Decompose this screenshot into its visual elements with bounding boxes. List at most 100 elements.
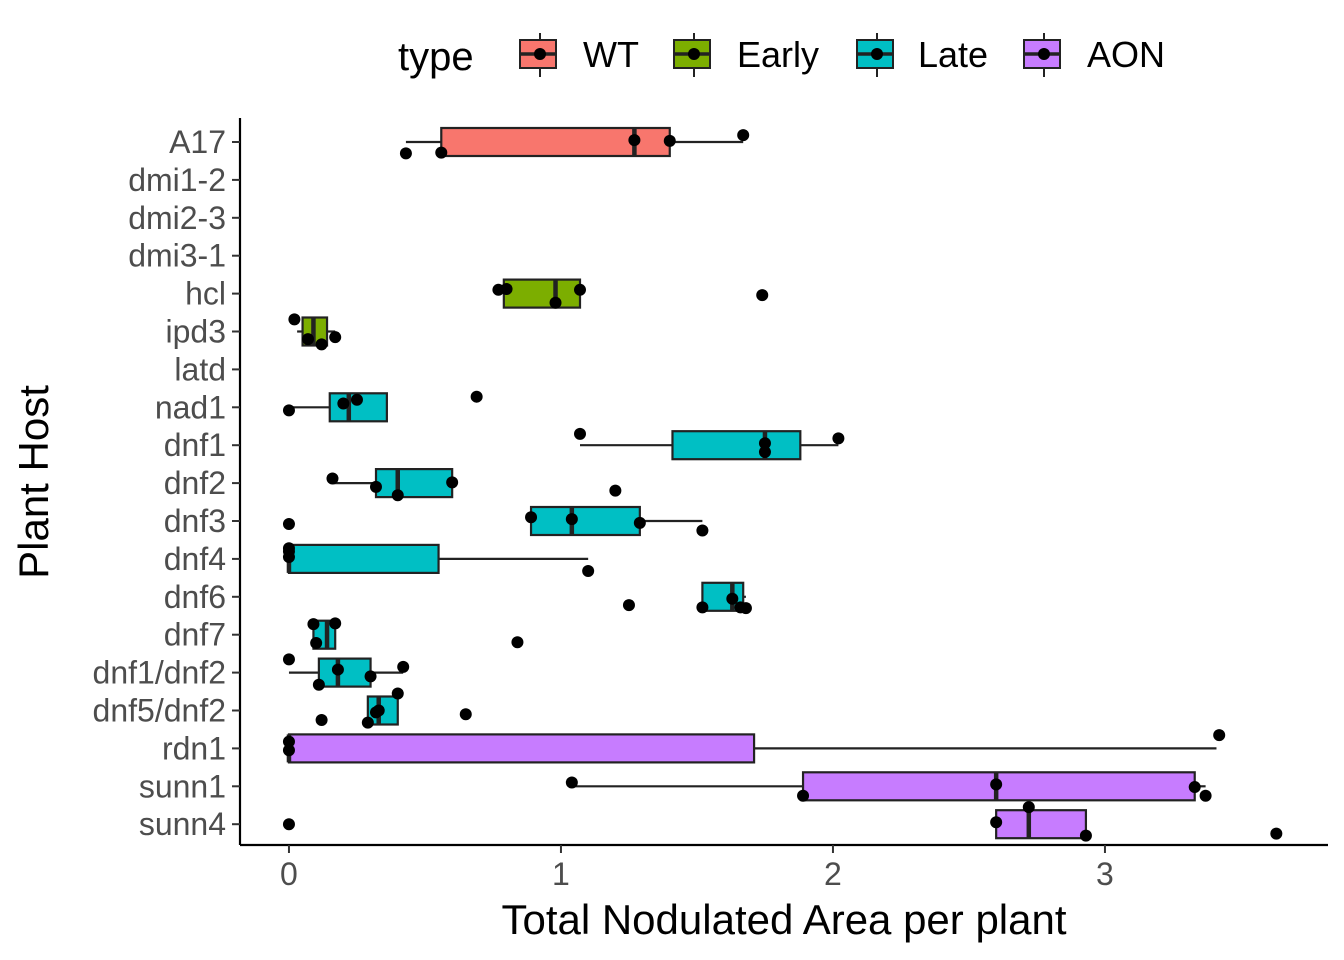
y-tick-label: dnf5/dnf2	[93, 693, 226, 729]
y-tick-label: dmi2-3	[128, 200, 226, 236]
legend-key-point	[1038, 48, 1050, 60]
data-point	[350, 393, 363, 406]
legend-key-early	[673, 33, 711, 77]
data-point	[628, 134, 641, 147]
data-point	[1213, 729, 1226, 742]
data-point	[315, 338, 328, 351]
data-point	[302, 333, 314, 346]
data-point	[329, 617, 342, 630]
data-point	[737, 129, 750, 142]
data-point	[549, 296, 562, 309]
box-rect	[374, 468, 454, 499]
y-tick-label: rdn1	[162, 730, 226, 766]
data-point	[312, 678, 325, 691]
data-point	[337, 397, 350, 410]
y-tick-label: dnf7	[164, 617, 226, 653]
data-point	[282, 735, 295, 748]
data-point	[282, 551, 295, 564]
legend-key-point	[871, 48, 883, 60]
data-point	[391, 489, 404, 502]
data-point	[361, 716, 374, 729]
data-point	[511, 636, 524, 649]
x-tick-label: 2	[824, 856, 842, 892]
data-point	[565, 776, 578, 789]
data-point	[310, 637, 323, 650]
y-tick-label: dmi3-1	[128, 238, 226, 274]
data-point	[1270, 827, 1283, 840]
box-rect	[502, 278, 582, 309]
legend-key-point	[534, 48, 546, 60]
data-point	[307, 618, 320, 631]
y-tick-label: sunn4	[139, 806, 226, 842]
data-point	[364, 670, 377, 683]
data-point	[990, 816, 1003, 829]
legend-label-early: Early	[737, 34, 819, 75]
legend-label-late: Late	[918, 34, 988, 75]
data-point	[500, 283, 513, 296]
legend-label-aon: AON	[1087, 34, 1165, 75]
data-point	[758, 446, 771, 459]
x-axis-title: Total Nodulated Area per plant	[501, 896, 1066, 943]
data-point	[470, 390, 483, 403]
y-tick-label: latd	[174, 351, 226, 387]
data-point	[282, 653, 295, 666]
legend-key-late	[856, 33, 894, 77]
data-point	[282, 818, 295, 831]
data-point	[282, 518, 295, 531]
y-tick-label: hcl	[185, 276, 226, 312]
data-point	[696, 601, 709, 614]
box-rect	[529, 505, 641, 537]
box-rect	[287, 733, 756, 764]
legend-title: type	[398, 35, 474, 79]
data-point	[739, 602, 752, 615]
y-tick-label: sunn1	[139, 768, 226, 804]
data-point	[315, 713, 328, 726]
data-point	[435, 146, 448, 159]
data-point	[282, 404, 295, 417]
legend-key-wt	[519, 33, 557, 77]
data-point	[372, 704, 385, 717]
data-point	[399, 147, 412, 160]
data-point	[391, 687, 404, 700]
data-point	[758, 437, 771, 450]
y-tick-label: ipd3	[166, 314, 227, 350]
box-rect	[995, 809, 1088, 840]
data-point	[1079, 829, 1092, 842]
data-point	[565, 513, 578, 526]
legend-label-wt: WT	[583, 34, 639, 75]
y-tick-label: dnf1	[164, 427, 226, 463]
data-point	[696, 524, 709, 537]
legend-key-point	[688, 48, 700, 60]
axes-layer: A17dmi1-2dmi2-3dmi3-1hclipd3latdnad1dnf1…	[93, 118, 1328, 892]
data-point	[525, 511, 538, 524]
y-tick-label: dnf6	[164, 579, 226, 615]
data-point	[329, 331, 342, 344]
data-point	[609, 484, 622, 497]
data-point	[633, 516, 646, 529]
data-point	[446, 476, 459, 489]
data-point	[288, 313, 301, 326]
box-rect	[317, 657, 372, 688]
points-layer	[282, 129, 1283, 842]
box-dnf3	[529, 505, 703, 537]
data-point	[1199, 789, 1212, 802]
legend: type WT Early Late AON	[398, 33, 1165, 79]
y-tick-label: nad1	[155, 389, 226, 425]
data-point	[574, 283, 586, 296]
legend-key-aon	[1023, 33, 1061, 77]
data-point	[282, 744, 295, 757]
data-point	[582, 565, 595, 578]
box-rect	[671, 430, 802, 461]
x-tick-label: 0	[280, 856, 298, 892]
box-hcl	[502, 278, 582, 309]
data-point	[832, 432, 845, 445]
box-sunn4	[995, 809, 1088, 840]
y-tick-label: A17	[169, 124, 226, 160]
data-point	[1022, 801, 1035, 814]
data-point	[1188, 781, 1201, 794]
y-tick-label: dnf1/dnf2	[93, 655, 226, 691]
data-point	[756, 289, 769, 302]
y-tick-label: dnf4	[164, 541, 226, 577]
data-point	[370, 480, 382, 493]
